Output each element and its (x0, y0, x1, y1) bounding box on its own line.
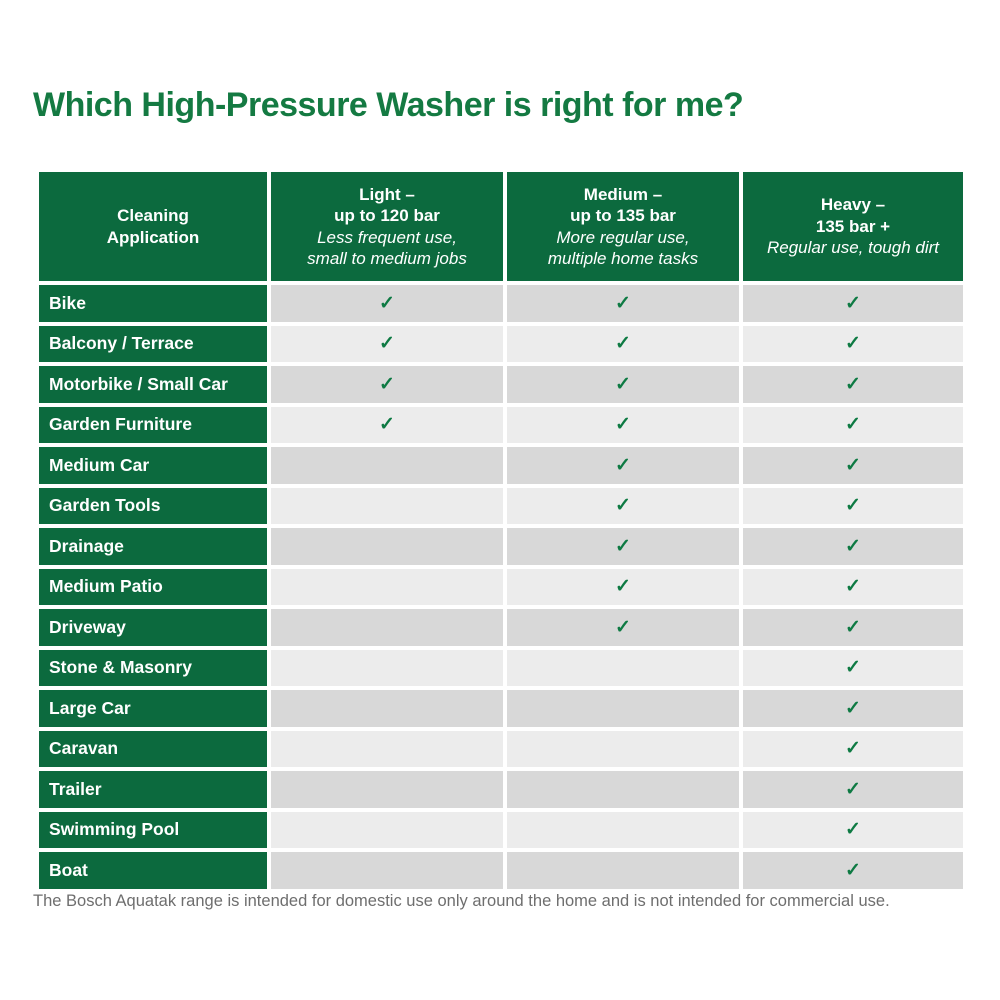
check-cell-light (271, 730, 503, 767)
check-cell-heavy: ✓ (743, 771, 963, 808)
check-cell-heavy: ✓ (743, 366, 963, 403)
row-label-cell: Medium Car (39, 447, 267, 484)
check-cell-light (271, 811, 503, 848)
row-label-cell: Drainage (39, 528, 267, 565)
check-cell-medium: ✓ (507, 609, 739, 646)
check-cell-heavy: ✓ (743, 487, 963, 524)
check-cell-light: ✓ (271, 285, 503, 322)
row-label-cell: Trailer (39, 771, 267, 808)
check-cell-light: ✓ (271, 325, 503, 362)
check-cell-medium (507, 690, 739, 727)
header-title-line: up to 120 bar (334, 206, 440, 225)
check-cell-heavy: ✓ (743, 406, 963, 443)
check-cell-medium: ✓ (507, 406, 739, 443)
check-cell-heavy: ✓ (743, 447, 963, 484)
check-cell-heavy: ✓ (743, 609, 963, 646)
check-cell-light (271, 487, 503, 524)
check-cell-light (271, 690, 503, 727)
check-cell-heavy: ✓ (743, 852, 963, 889)
page-title: Which High-Pressure Washer is right for … (33, 86, 744, 124)
check-cell-medium: ✓ (507, 447, 739, 484)
row-label-cell: Caravan (39, 730, 267, 767)
check-cell-light (271, 528, 503, 565)
header-title-line: up to 135 bar (570, 206, 676, 225)
check-cell-light: ✓ (271, 406, 503, 443)
check-cell-heavy: ✓ (743, 528, 963, 565)
row-label-cell: Garden Furniture (39, 406, 267, 443)
check-cell-medium: ✓ (507, 528, 739, 565)
check-cell-medium (507, 730, 739, 767)
check-cell-light (271, 447, 503, 484)
header-title-line: Heavy – (820, 195, 886, 215)
header-light: Light – up to 120 bar Less frequent use,… (271, 172, 503, 281)
row-label-cell: Large Car (39, 690, 267, 727)
header-medium: Medium – up to 135 bar More regular use,… (507, 172, 739, 281)
check-cell-light (271, 649, 503, 686)
check-cell-light (271, 771, 503, 808)
row-label-cell: Medium Patio (39, 568, 267, 605)
check-cell-heavy: ✓ (743, 568, 963, 605)
row-label-cell: Swimming Pool (39, 811, 267, 848)
row-label-cell: Garden Tools (39, 487, 267, 524)
footnote: The Bosch Aquatak range is intended for … (33, 892, 890, 910)
row-label-cell: Balcony / Terrace (39, 325, 267, 362)
row-label-cell: Bike (39, 285, 267, 322)
check-cell-medium: ✓ (507, 366, 739, 403)
row-label-cell: Motorbike / Small Car (39, 366, 267, 403)
check-cell-light: ✓ (271, 366, 503, 403)
row-label-cell: Stone & Masonry (39, 649, 267, 686)
check-cell-medium: ✓ (507, 285, 739, 322)
check-cell-light (271, 568, 503, 605)
check-cell-heavy: ✓ (743, 649, 963, 686)
header-heavy: Heavy – 135 bar + Regular use, tough dir… (743, 172, 963, 281)
check-cell-medium: ✓ (507, 487, 739, 524)
check-cell-medium (507, 852, 739, 889)
row-label-cell: Driveway (39, 609, 267, 646)
row-label-cell: Boat (39, 852, 267, 889)
header-subtitle-line: small to medium jobs (307, 249, 467, 268)
header-title-line: Cleaning (117, 206, 189, 225)
check-cell-heavy: ✓ (743, 325, 963, 362)
header-subtitle-line: More regular use, (556, 227, 690, 247)
header-title-line: Light – (359, 184, 415, 204)
header-subtitle-line: Regular use, tough dirt (767, 238, 939, 258)
header-cleaning-application: Cleaning Application (39, 172, 267, 281)
header-title-line: Medium – (583, 184, 663, 204)
check-cell-medium (507, 649, 739, 686)
check-cell-heavy: ✓ (743, 285, 963, 322)
check-cell-light (271, 852, 503, 889)
comparison-table: Cleaning Application Light – up to 120 b… (39, 172, 963, 889)
check-cell-heavy: ✓ (743, 690, 963, 727)
check-cell-heavy: ✓ (743, 811, 963, 848)
check-cell-light (271, 609, 503, 646)
check-cell-medium: ✓ (507, 325, 739, 362)
check-cell-medium: ✓ (507, 568, 739, 605)
header-subtitle-line: Less frequent use, (317, 227, 457, 247)
check-cell-medium (507, 771, 739, 808)
check-cell-medium (507, 811, 739, 848)
header-title-line: Application (106, 227, 200, 247)
header-title-line: 135 bar + (815, 216, 891, 236)
check-cell-heavy: ✓ (743, 730, 963, 767)
header-subtitle-line: multiple home tasks (547, 249, 699, 268)
